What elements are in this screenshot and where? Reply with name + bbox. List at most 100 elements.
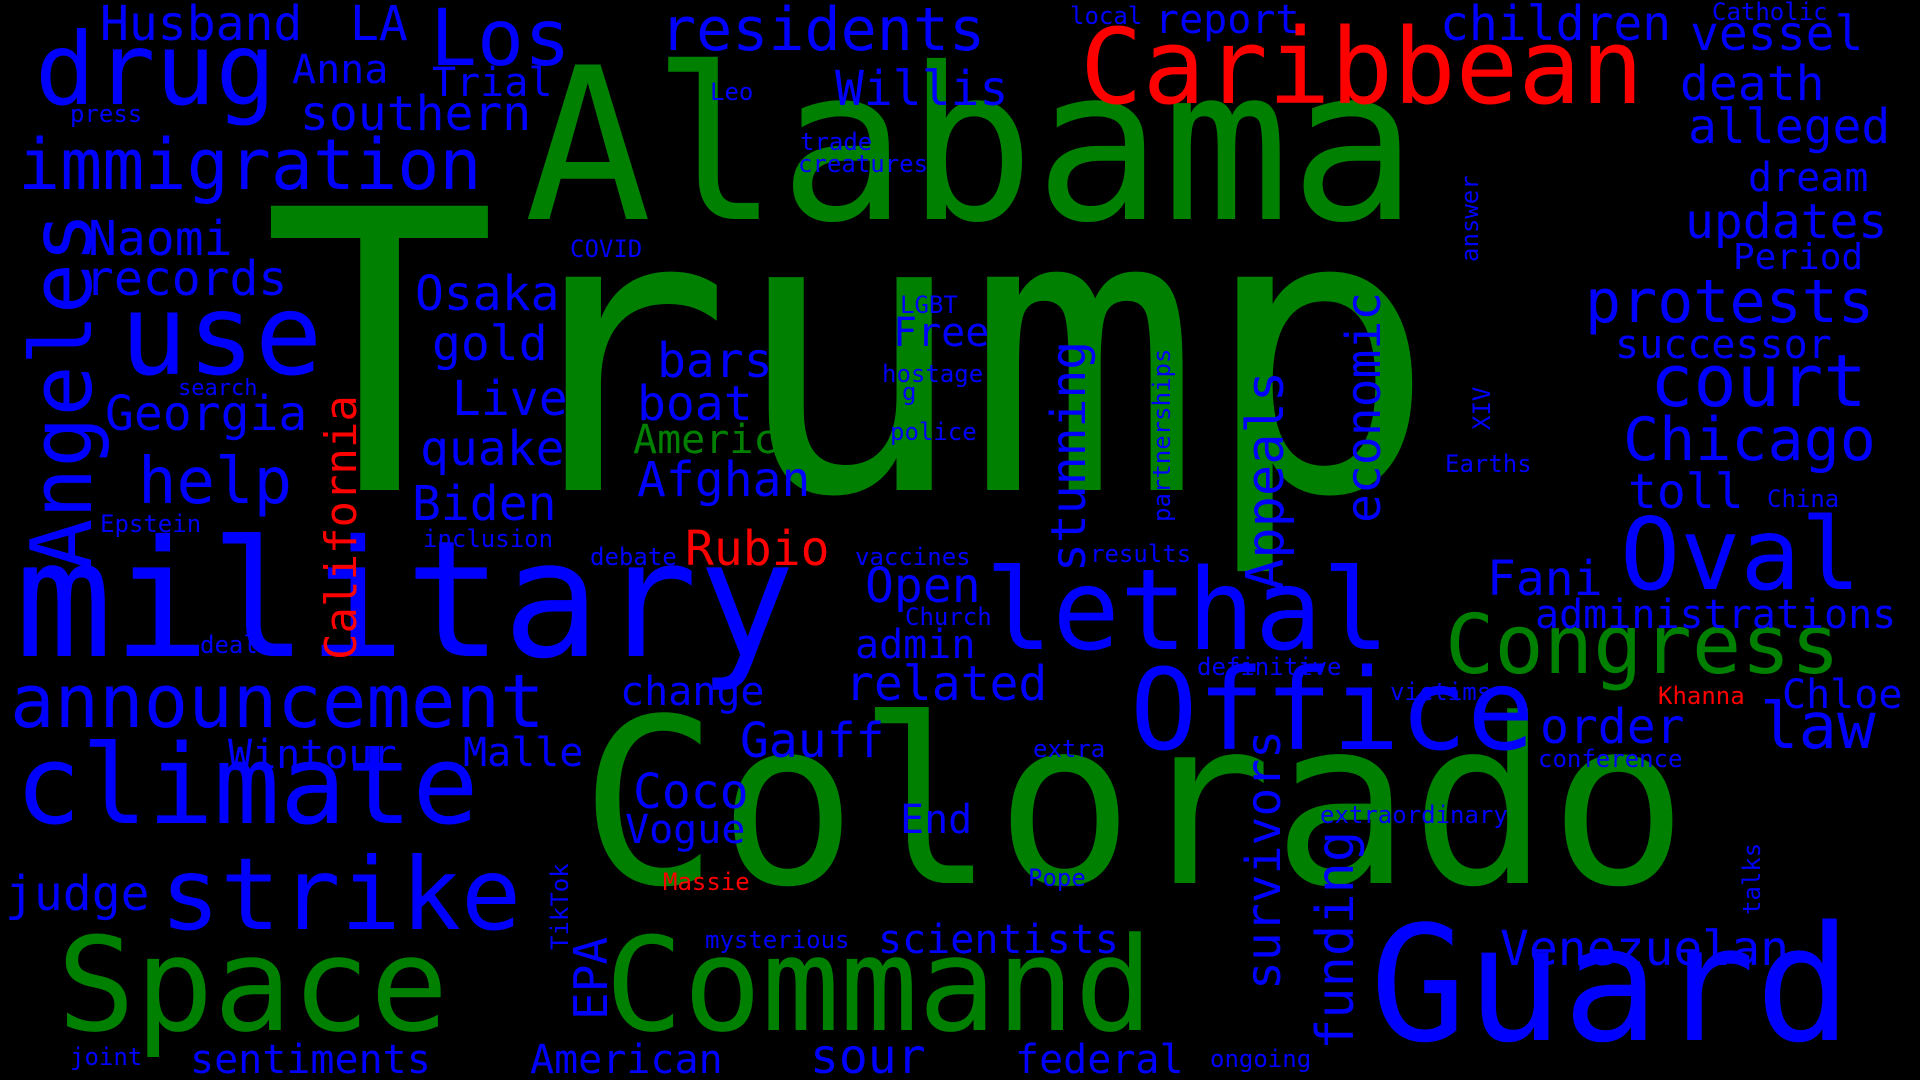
word-naomi: Naomi: [88, 211, 233, 267]
word-partnerships: partnerships: [1148, 349, 1176, 522]
word-los: Los: [430, 0, 571, 84]
word-inclusion: inclusion: [423, 525, 554, 553]
word-vogue: Vogue: [625, 807, 746, 853]
word-period: Period: [1733, 237, 1864, 278]
word-open: Open: [865, 558, 981, 614]
word-local: local: [1070, 2, 1143, 30]
word-successor: successor: [1615, 322, 1832, 368]
word-admin: admin: [855, 622, 976, 668]
word-alabama: Alabama: [524, 22, 1418, 269]
word-fani: Fani: [1487, 551, 1603, 607]
word-wintour: Wintour: [228, 732, 397, 778]
word-catholic: Catholic: [1712, 0, 1828, 26]
word-willis: Willis: [835, 61, 1009, 117]
word-residents: residents: [660, 0, 986, 65]
word-administrations: administrations: [1535, 592, 1897, 638]
word-funding-text: funding: [1306, 830, 1366, 1050]
word-trump: Trump: [262, 128, 1436, 582]
word-free: Free: [893, 310, 990, 356]
word-order: order: [1540, 699, 1685, 755]
word-law: law: [1760, 690, 1876, 764]
word-help: help: [138, 445, 293, 519]
word-stunning-text: stunning: [1041, 340, 1097, 572]
word-court: court: [1650, 339, 1867, 423]
word-death: death: [1680, 56, 1825, 112]
word-creatures: creatures: [798, 150, 929, 178]
word-american: American: [530, 1037, 723, 1080]
word-survivors-text: survivors: [1236, 729, 1292, 990]
word-answer: answer: [1456, 175, 1484, 262]
word-anna: Anna: [292, 47, 389, 93]
word-pope: Pope: [1028, 864, 1086, 892]
word-related: related: [845, 656, 1048, 712]
word-dream: dream: [1748, 155, 1869, 201]
word-gold: gold: [432, 316, 548, 372]
word-change: change: [620, 669, 765, 715]
word-massie: Massie: [663, 868, 750, 896]
word-joint: joint: [70, 1043, 143, 1071]
word-malle: Malle: [463, 730, 584, 776]
word-toll: toll: [1628, 464, 1744, 520]
word-earths: Earths: [1445, 450, 1532, 478]
word-federal: federal: [1015, 1037, 1184, 1080]
word-space: Space: [57, 909, 449, 1061]
word-caribbean: Caribbean: [1080, 6, 1644, 128]
word-covid: COVID: [570, 235, 643, 263]
word-g: g: [902, 378, 917, 406]
word-children: children: [1440, 0, 1672, 52]
word-california-text: California: [316, 395, 367, 660]
word-california: California: [316, 395, 367, 660]
word-colorado: Colorado: [580, 671, 1688, 938]
word-survivors: survivors: [1236, 730, 1292, 990]
word-congress: Congress: [1445, 598, 1840, 693]
word-debate: debate: [590, 543, 677, 571]
word-osaka: Osaka: [415, 266, 560, 322]
word-scientists: scientists: [878, 917, 1119, 963]
word-mysterious: mysterious: [705, 926, 850, 954]
word-america: America: [633, 417, 802, 463]
word-press: press: [70, 100, 143, 128]
word-khanna: Khanna: [1658, 682, 1745, 710]
word-leo: Leo: [710, 78, 754, 106]
word-conference: conference: [1538, 745, 1683, 773]
word-updates: updates: [1685, 194, 1888, 250]
word-xiv: XIV: [1468, 386, 1496, 430]
word-sour: sour: [810, 1029, 926, 1080]
word-venezuelan: Venezuelan: [1500, 921, 1789, 977]
word-southern: southern: [300, 86, 532, 142]
word-funding: funding: [1306, 831, 1366, 1050]
word-deal: deal: [200, 631, 258, 659]
word-tiktok: TikTok: [546, 863, 574, 950]
word-xiv-text: XIV: [1468, 386, 1496, 430]
word-announcement: announcement: [10, 659, 545, 745]
word-records: records: [85, 251, 288, 307]
word-la: LA: [350, 0, 408, 52]
word-gauff: Gauff: [740, 713, 885, 769]
word-stunning: stunning: [1041, 341, 1097, 572]
word-end: End: [900, 797, 973, 843]
word-vessel: vessel: [1690, 6, 1864, 62]
word-epa: EPA: [564, 937, 618, 1020]
word-vaccines: vaccines: [855, 543, 971, 571]
word-talks-text: talks: [1738, 842, 1766, 915]
word-georgia: Georgia: [105, 386, 308, 442]
word-oval: Oval: [1620, 496, 1861, 613]
word-judge: judge: [5, 866, 150, 922]
word-husband: Husband: [100, 0, 303, 52]
word-immigration: immigration: [18, 124, 482, 206]
word-lethal: lethal: [985, 546, 1390, 676]
word-climate: climate: [15, 721, 479, 849]
word-police: police: [890, 418, 977, 446]
word-ongoing: ongoing: [1210, 1045, 1312, 1073]
word-report: report: [1155, 0, 1300, 43]
word-talks: talks: [1738, 842, 1766, 915]
word-guard: Guard: [1370, 891, 1852, 1078]
word-bars: bars: [657, 333, 773, 389]
word-economic-text: economic: [1336, 291, 1392, 523]
word-drug: drug: [35, 11, 276, 128]
word-church: Church: [905, 603, 992, 631]
word-extra: extra: [1033, 735, 1106, 763]
word-trade: trade: [800, 128, 873, 156]
word-china: China: [1767, 485, 1840, 513]
word-biden: Biden: [412, 476, 557, 532]
